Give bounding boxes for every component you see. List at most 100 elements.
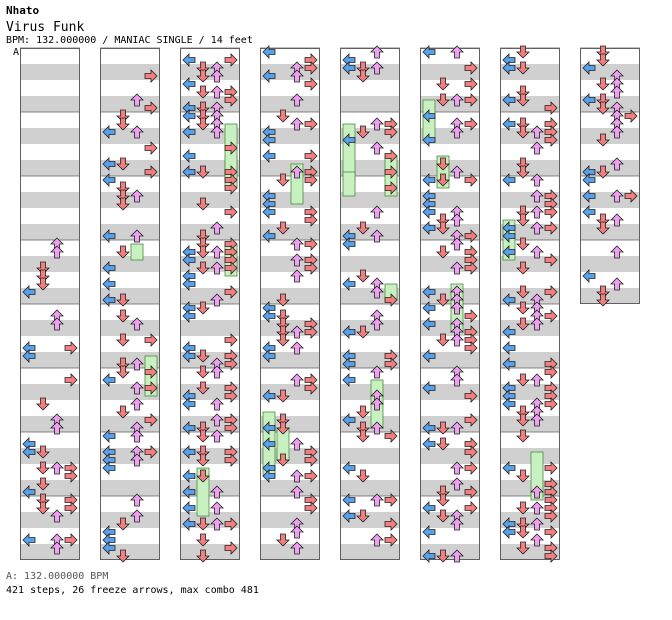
arrow-down-icon [116, 109, 130, 123]
arrow-up-icon [450, 373, 464, 387]
arrow-right-icon [384, 165, 398, 179]
arrow-up-icon [610, 157, 624, 171]
beat-stripe [20, 512, 80, 528]
arrow-up-icon [50, 509, 64, 523]
arrow-right-icon [224, 541, 238, 555]
arrow-down-icon [516, 373, 530, 387]
arrow-down-icon [516, 157, 530, 171]
arrow-down-icon [436, 509, 450, 523]
arrow-right-icon [224, 517, 238, 531]
arrow-down-icon [196, 533, 210, 547]
arrow-left-icon [262, 133, 276, 147]
arrow-left-icon [22, 285, 36, 299]
beat-stripe [500, 416, 560, 432]
arrow-up-icon [130, 509, 144, 523]
arrow-down-icon [116, 189, 130, 203]
arrow-right-icon [144, 165, 158, 179]
arrow-left-icon [422, 205, 436, 219]
arrow-down-icon [516, 93, 530, 107]
arrow-down-icon [356, 69, 370, 83]
arrow-up-icon [290, 541, 304, 555]
arrow-left-icon [262, 389, 276, 403]
arrow-down-icon [116, 549, 130, 563]
arrow-right-icon [224, 93, 238, 107]
arrow-down-icon [276, 413, 290, 427]
beat-stripe [180, 64, 240, 80]
arrow-left-icon [102, 373, 116, 387]
arrow-down-icon [196, 349, 210, 363]
arrow-left-icon [582, 189, 596, 203]
arrow-left-icon [342, 133, 356, 147]
arrow-down-icon [516, 45, 530, 59]
beat-stripe [20, 544, 80, 560]
arrow-up-icon [130, 317, 144, 331]
arrow-left-icon [422, 317, 436, 331]
arrow-left-icon [582, 205, 596, 219]
beat-stripe [340, 384, 400, 400]
arrow-down-icon [196, 69, 210, 83]
arrow-down-icon [196, 365, 210, 379]
arrow-down-icon [276, 533, 290, 547]
arrow-down-icon [356, 429, 370, 443]
arrow-down-icon [36, 397, 50, 411]
arrow-left-icon [182, 397, 196, 411]
arrow-left-icon [342, 237, 356, 251]
arrow-down-icon [196, 237, 210, 251]
arrow-right-icon [464, 341, 478, 355]
arrow-left-icon [102, 429, 116, 443]
arrow-down-icon [196, 445, 210, 459]
beat-stripe [580, 128, 640, 144]
arrow-left-icon [342, 461, 356, 475]
arrow-up-icon [530, 517, 544, 531]
arrow-left-icon [502, 93, 516, 107]
arrow-down-icon [276, 293, 290, 307]
arrow-right-icon [64, 501, 78, 515]
arrow-right-icon [384, 429, 398, 443]
arrow-up-icon [450, 517, 464, 531]
beat-stripe [580, 224, 640, 240]
arrow-up-icon [450, 549, 464, 563]
arrow-right-icon [544, 253, 558, 267]
arrow-up-icon [370, 317, 384, 331]
arrow-right-icon [544, 365, 558, 379]
arrow-left-icon [22, 485, 36, 499]
arrow-down-icon [356, 125, 370, 139]
artist-name: Nhato [6, 4, 40, 17]
arrow-left-icon [422, 501, 436, 515]
arrow-right-icon [544, 509, 558, 523]
arrow-down-icon [196, 85, 210, 99]
arrow-down-icon [36, 493, 50, 507]
arrow-right-icon [64, 373, 78, 387]
arrow-up-icon [530, 373, 544, 387]
arrow-right-icon [544, 525, 558, 539]
arrow-down-icon [356, 405, 370, 419]
arrow-up-icon [450, 421, 464, 435]
arrow-down-icon [356, 221, 370, 235]
arrow-left-icon [102, 261, 116, 275]
arrow-down-icon [436, 173, 450, 187]
arrow-up-icon [210, 293, 224, 307]
beat-stripe [20, 384, 80, 400]
arrow-left-icon [182, 109, 196, 123]
arrow-down-icon [516, 85, 530, 99]
arrow-up-icon [530, 205, 544, 219]
arrow-left-icon [502, 525, 516, 539]
arrow-down-icon [276, 221, 290, 235]
arrow-left-icon [102, 277, 116, 291]
arrow-down-icon [516, 117, 530, 131]
arrow-down-icon [116, 405, 130, 419]
arrow-up-icon [130, 357, 144, 371]
arrow-left-icon [262, 309, 276, 323]
beat-stripe [260, 480, 320, 496]
arrow-right-icon [544, 133, 558, 147]
arrow-left-icon [342, 61, 356, 75]
beat-stripe [260, 288, 320, 304]
arrow-right-icon [64, 533, 78, 547]
arrow-up-icon [290, 437, 304, 451]
beat-stripe [20, 160, 80, 176]
arrow-right-icon [464, 117, 478, 131]
arrow-down-icon [356, 421, 370, 435]
beat-stripe [20, 128, 80, 144]
arrow-left-icon [502, 293, 516, 307]
arrow-right-icon [304, 173, 318, 187]
